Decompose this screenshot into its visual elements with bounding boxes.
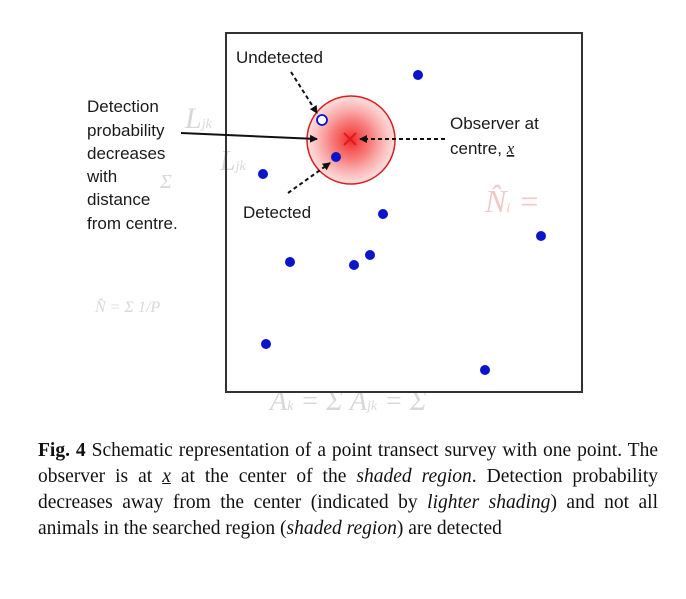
detection-label-line: Detection — [87, 97, 159, 116]
svg-text:Ak = Σ Ajk = Σ: Ak = Σ Ajk = Σ — [268, 386, 427, 417]
caption-emphasis: lighter shading — [427, 492, 551, 513]
caption-text: ) are detected — [396, 518, 502, 539]
svg-text:N̂ = Σ 1/P: N̂ = Σ 1/P — [94, 297, 160, 316]
observer-label-line2: centre, x — [450, 139, 515, 158]
caption-text: . Detection probability decreases away f… — [38, 466, 659, 513]
detection-label-line: with — [86, 167, 117, 186]
animal-dot — [258, 169, 268, 179]
animal-dots — [258, 70, 546, 375]
detected-arrow — [287, 162, 331, 194]
animal-dot — [285, 257, 295, 267]
detection-probability-label: Detection probability decreases with dis… — [86, 97, 178, 233]
svg-text:Σ: Σ — [159, 171, 172, 193]
detection-label-line: distance — [87, 190, 150, 209]
detection-label-line: decreases — [87, 144, 165, 163]
figure-label: Fig. 4 — [38, 440, 86, 461]
svg-text:Ljk: Ljk — [219, 146, 246, 177]
observer-mark — [343, 132, 357, 146]
detection-probability-arrow — [180, 132, 318, 143]
caption-symbol-x: x — [162, 466, 171, 487]
detection-label-line: probability — [87, 121, 165, 140]
animal-dot — [536, 231, 546, 241]
detected-label: Detected — [243, 203, 311, 222]
animal-dot — [261, 339, 271, 349]
caption-emphasis: shaded region — [356, 466, 472, 487]
svg-text:Ljk: Ljk — [184, 102, 213, 135]
observer-symbol: x — [506, 139, 515, 158]
undetected-animal — [316, 114, 328, 126]
caption-text: Schematic representation of a point tran… — [38, 440, 658, 487]
detected-animal — [331, 152, 341, 162]
undetected-arrow — [290, 71, 318, 114]
animal-dot — [413, 70, 423, 80]
svg-text:N̂i =: N̂i = — [484, 183, 540, 219]
animal-dot — [480, 365, 490, 375]
survey-region-frame — [225, 32, 583, 393]
animal-dot — [365, 250, 375, 260]
detection-label-line: from centre. — [87, 214, 178, 233]
animal-dot — [349, 260, 359, 270]
observer-label-line1: Observer at — [450, 114, 539, 133]
caption-emphasis: shaded region — [286, 518, 397, 539]
caption-text: ) and not all animals in the searched re… — [38, 492, 658, 539]
caption-text: at the center of the — [170, 466, 357, 487]
observer-label-prefix: centre, — [450, 139, 507, 158]
undetected-label: Undetected — [236, 48, 323, 67]
figure-caption: Fig. 4 Schematic representation of a poi… — [38, 438, 658, 542]
animal-dot — [378, 209, 388, 219]
